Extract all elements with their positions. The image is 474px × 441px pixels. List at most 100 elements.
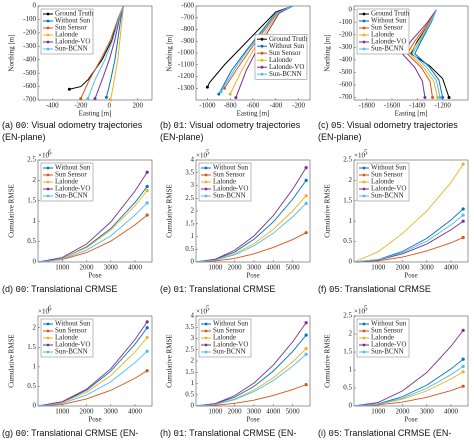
caption: (h) 01: Translational CRMSE (EN-plane): [160, 428, 316, 441]
y-tick-label: 2.5: [27, 156, 36, 164]
legend-label: Lalonde-VO: [55, 341, 90, 349]
legend-marker: [46, 173, 50, 177]
y-tick-label: 0.5: [185, 390, 194, 398]
legend-marker: [362, 12, 366, 16]
caption-label: (h): [160, 428, 171, 438]
legend-marker: [362, 47, 366, 51]
legend-label: Without Sun: [55, 17, 91, 25]
caption-text: : Translational CRMSE: [26, 284, 118, 294]
legend-marker: [362, 33, 366, 37]
x-tick-label: 2000: [228, 264, 243, 272]
caption-seq: 01: [173, 429, 185, 439]
caption: (d) 00: Translational CRMSE: [2, 284, 158, 296]
legend-label: Without Sun: [55, 164, 91, 172]
legend-label: Sun Sensor: [213, 327, 245, 335]
end-marker: [205, 85, 209, 89]
legend-marker: [362, 173, 366, 177]
end-marker: [304, 201, 308, 205]
y-tick-label: 0.5: [27, 382, 36, 390]
y-tick-label: 1: [33, 217, 37, 225]
y-tick-label: 4: [191, 312, 195, 320]
y-tick-label: 1: [349, 217, 353, 225]
y-tick-label: 0: [33, 2, 37, 10]
trajectory-line: [409, 9, 439, 98]
y-tick-label: 0.5: [343, 237, 352, 245]
x-tick-label: 0: [108, 102, 112, 110]
y-tick-label: 0: [33, 258, 37, 266]
legend-label: Lalonde-VO: [371, 185, 406, 193]
legend-marker: [46, 343, 50, 347]
x-tick-label: 1000: [208, 264, 223, 272]
caption-text: : Translational CRMSE: [184, 284, 276, 294]
end-marker: [86, 97, 90, 101]
y-tick-label: -200: [339, 30, 352, 38]
legend-marker: [362, 40, 366, 44]
crmse-line: [353, 237, 464, 263]
legend-label: Sun Sensor: [55, 327, 87, 335]
end-marker: [461, 235, 465, 240]
x-axis-label: Pose: [404, 272, 417, 280]
y-tick-label: 1: [191, 379, 195, 387]
y-tick-label: 0: [191, 402, 195, 410]
end-marker: [461, 370, 465, 374]
legend-label: Lalonde: [371, 31, 394, 39]
caption: (f) 05: Translational CRMSE: [318, 284, 474, 296]
y-tick-label: 1.5: [27, 196, 36, 204]
y-tick-label: -600: [181, 2, 194, 10]
caption: (g) 00: Translational CRMSE (EN-plane): [2, 428, 158, 441]
x-tick-label: 1000: [371, 408, 386, 416]
legend-marker: [46, 47, 50, 51]
legend-label: Sun-BCNN: [371, 45, 404, 53]
end-marker: [431, 95, 435, 99]
x-tick-label: -400: [46, 102, 59, 110]
x-axis-label: Pose: [88, 272, 101, 280]
legend-label: Lalonde: [213, 334, 236, 342]
legend-label: Without Sun: [269, 42, 305, 50]
end-marker: [228, 92, 232, 96]
caption-label: (c): [318, 120, 329, 130]
y-tick-label: 2.5: [185, 345, 194, 353]
y-scale-label: ×10: [354, 308, 365, 316]
y-tick-label: 2: [191, 207, 195, 215]
legend-marker: [46, 166, 50, 170]
y-tick-label: 2: [33, 323, 37, 331]
end-marker: [447, 95, 451, 99]
legend-label: Lalonde: [213, 178, 236, 186]
legend-label: Without Sun: [55, 320, 91, 328]
y-tick-label: -100: [23, 15, 36, 23]
y-scale-exponent: 5: [364, 149, 368, 157]
legend-label: Ground Truth: [269, 35, 308, 43]
x-tick-label: 4000: [444, 264, 459, 272]
y-axis-label: Northing [m]: [166, 34, 174, 71]
caption-label: (i): [318, 428, 326, 438]
y-tick-label: 0: [33, 402, 37, 410]
caption: (e) 01: Translational CRMSE: [160, 284, 316, 296]
caption: (i) 05: Translational CRMSE (EN-plane): [318, 428, 474, 441]
y-axis-label: Cumulative RMSE: [324, 184, 332, 237]
x-tick-label: -400: [269, 102, 282, 110]
x-axis-label: Pose: [404, 416, 417, 424]
crmse-line: [37, 337, 148, 407]
end-marker: [145, 369, 149, 373]
end-marker: [461, 219, 465, 223]
x-tick-label: 2000: [396, 264, 411, 272]
x-tick-label: -1600: [384, 102, 401, 110]
end-marker: [304, 231, 308, 235]
end-marker: [145, 335, 149, 340]
x-tick-label: 1000: [371, 264, 386, 272]
end-marker: [461, 207, 465, 211]
x-tick-label: 1000: [55, 408, 70, 416]
legend-box: [356, 162, 410, 202]
legend-label: Sun-BCNN: [55, 45, 88, 53]
legend-marker: [204, 173, 208, 177]
x-tick-label: 1000: [208, 408, 223, 416]
end-marker: [93, 97, 97, 101]
y-tick-label: 0.5: [343, 384, 352, 392]
x-tick-label: 4000: [444, 408, 459, 416]
y-scale-exponent: 6: [48, 149, 52, 157]
crmse-line: [37, 321, 148, 407]
y-tick-label: 3: [191, 181, 195, 189]
y-tick-label: -700: [181, 13, 194, 21]
crmse-line: [353, 163, 464, 263]
